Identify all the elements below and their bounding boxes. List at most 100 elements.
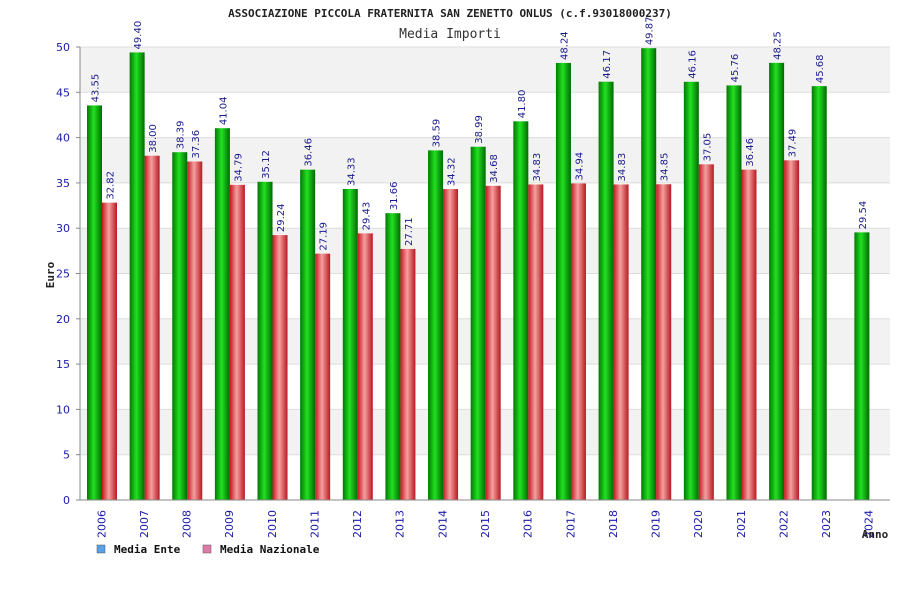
data-label: 34.83 — [617, 153, 628, 182]
bar-media-nazionale — [741, 169, 757, 500]
data-labels: 43.55 32.82 49.40 38.00 38.39 37.36 41.04 34.79… — [91, 17, 869, 251]
bar-media-ente — [172, 152, 188, 501]
x-tick-label: 2016 — [522, 510, 535, 538]
bar-media-nazionale — [187, 161, 203, 500]
y-tick-label: 45 — [56, 86, 70, 99]
data-label: 49.87 — [645, 17, 656, 46]
data-label: 38.99 — [474, 115, 485, 144]
bar-media-ente — [129, 52, 145, 500]
bar-media-ente — [769, 62, 785, 500]
data-label: 43.55 — [91, 74, 102, 103]
data-label: 27.19 — [319, 222, 330, 251]
x-tick-label: 2019 — [650, 510, 663, 538]
x-tick-label: 2009 — [223, 510, 236, 538]
bar-media-ente — [342, 188, 358, 500]
bar-media-ente — [470, 146, 486, 500]
legend: Media Ente Media Nazionale — [96, 543, 320, 556]
data-label: 49.40 — [133, 21, 144, 50]
data-label: 31.66 — [389, 182, 400, 211]
data-label: 37.36 — [191, 130, 202, 159]
y-tick-label: 25 — [56, 268, 70, 281]
data-label: 45.68 — [815, 54, 826, 83]
legend-label: Media Ente — [114, 543, 181, 556]
bar-media-ente — [641, 48, 657, 501]
x-tick-label: 2007 — [138, 510, 151, 538]
data-label: 27.71 — [404, 217, 415, 246]
bar-media-nazionale — [102, 202, 117, 500]
chart-title: ASSOCIAZIONE PICCOLA FRATERNITA SAN ZENE… — [228, 7, 672, 20]
bar-media-ente — [683, 81, 699, 500]
bar-media-nazionale — [528, 184, 544, 501]
x-tick-label: 2010 — [266, 510, 279, 538]
data-label: 34.68 — [489, 154, 500, 183]
data-label: 48.25 — [773, 31, 784, 60]
data-label: 37.49 — [788, 129, 799, 158]
x-tick-label: 2017 — [564, 510, 577, 538]
bar-media-nazionale — [613, 184, 629, 501]
x-tick-label: 2013 — [394, 510, 407, 538]
x-tick-label: 2021 — [735, 510, 748, 538]
data-label: 46.16 — [687, 50, 698, 79]
data-label: 34.94 — [574, 152, 585, 181]
bar-media-nazionale — [144, 155, 160, 500]
data-label: 41.04 — [218, 97, 229, 126]
bar-media-ente — [428, 150, 444, 500]
y-tick-label: 15 — [56, 358, 70, 371]
x-tick-label: 2018 — [607, 510, 620, 538]
x-tick-label: 2015 — [479, 510, 492, 538]
bar-media-nazionale — [229, 184, 245, 500]
y-tick-label: 35 — [56, 177, 70, 190]
x-tick-label: 2022 — [777, 510, 790, 538]
x-tick-label: 2008 — [181, 510, 194, 538]
x-axis-label: Anno — [862, 528, 889, 541]
data-label: 34.32 — [447, 157, 458, 186]
bar-media-nazionale — [485, 185, 501, 500]
data-label: 45.76 — [730, 54, 741, 83]
data-label: 29.43 — [361, 202, 372, 231]
bar-media-ente — [811, 86, 827, 501]
data-label: 29.54 — [858, 201, 869, 230]
bar-media-ente — [513, 121, 529, 501]
x-tick-label: 2006 — [95, 510, 108, 538]
data-label: 38.00 — [148, 124, 159, 153]
y-tick-label: 50 — [56, 41, 70, 54]
data-label: 34.83 — [532, 153, 543, 182]
bar-media-nazionale — [357, 233, 373, 500]
data-label: 34.85 — [660, 153, 671, 182]
bar-media-nazionale — [698, 164, 714, 500]
y-tick-label: 5 — [63, 449, 70, 462]
y-tick-label: 30 — [56, 222, 70, 235]
data-label: 35.12 — [261, 150, 272, 179]
data-label: 36.46 — [745, 138, 756, 167]
data-label: 34.79 — [233, 153, 244, 182]
y-axis-label: Euro — [44, 261, 57, 288]
legend-swatch — [96, 544, 106, 554]
bar-media-nazionale — [400, 248, 416, 500]
bar-media-ente — [257, 181, 273, 500]
y-tick-label: 20 — [56, 313, 70, 326]
data-label: 37.05 — [702, 133, 713, 162]
chart-subtitle: Media Importi — [399, 27, 501, 42]
axes: 0 5 10 15 20 25 30 35 40 45 50 2006 2007 2008 2009 2010… — [56, 41, 890, 538]
data-label: 38.59 — [432, 119, 443, 148]
y-tick-label: 10 — [56, 403, 70, 416]
x-tick-label: 2020 — [692, 510, 705, 538]
bar-media-ente — [214, 128, 230, 500]
bar-media-nazionale — [784, 160, 800, 500]
x-tick-label: 2012 — [351, 510, 364, 538]
bar-media-ente — [555, 62, 571, 501]
bar-media-nazionale — [570, 183, 586, 500]
bar-media-ente — [87, 105, 102, 500]
bar-media-nazionale — [315, 253, 331, 500]
data-label: 41.80 — [517, 90, 528, 119]
y-tick-label: 40 — [56, 132, 70, 145]
data-label: 29.24 — [276, 203, 287, 232]
data-label: 48.24 — [559, 31, 570, 60]
data-label: 34.33 — [346, 157, 357, 186]
data-label: 46.17 — [602, 50, 613, 79]
bar-media-ente — [598, 81, 614, 500]
x-tick-label: 2024 — [863, 510, 876, 538]
bar-media-nazionale — [443, 189, 459, 501]
grid-band — [80, 47, 890, 93]
